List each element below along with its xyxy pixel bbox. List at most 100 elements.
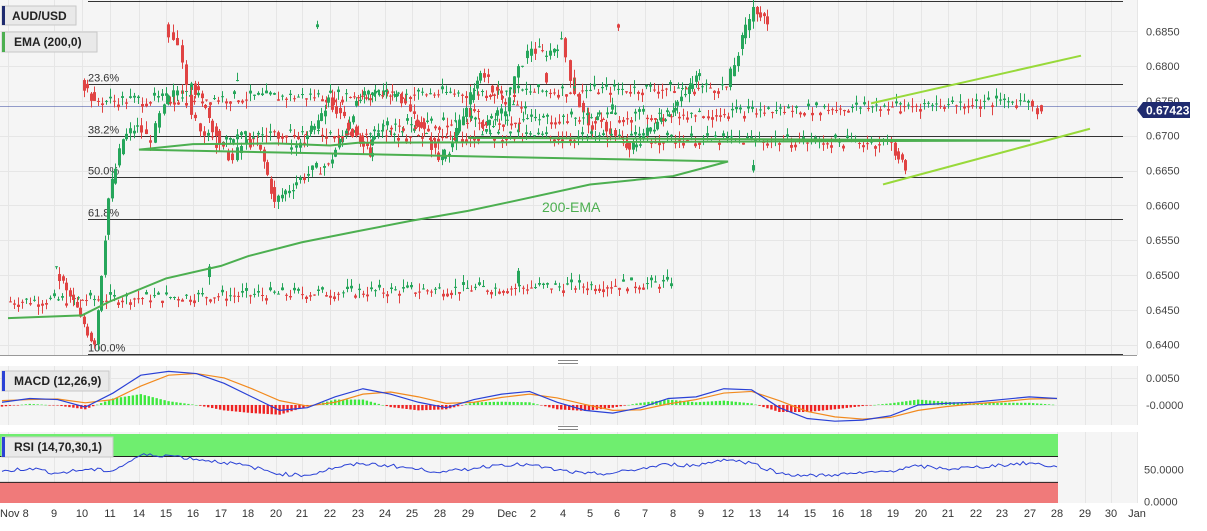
channel-lower-trendline <box>882 127 1091 186</box>
candle-body <box>430 291 433 293</box>
candle-body <box>85 300 88 302</box>
candle-body <box>285 98 288 100</box>
candle-body <box>371 92 374 96</box>
macd-histogram-bar <box>690 401 694 405</box>
candle-body <box>365 97 368 99</box>
macd-resize-handle[interactable] <box>558 360 578 364</box>
candle-body <box>113 100 116 102</box>
candle-body <box>257 291 260 293</box>
candle-body <box>353 130 356 132</box>
macd-histogram-bar <box>897 402 900 405</box>
macd-histogram-bar <box>552 404 555 409</box>
candle-body <box>630 133 633 136</box>
candle-body <box>109 292 112 295</box>
macd-histogram-bar <box>242 404 246 413</box>
x-tick-label: 18 <box>860 508 872 520</box>
candle-body <box>231 153 234 161</box>
candle-body <box>218 142 221 144</box>
candle-body <box>145 292 148 295</box>
macd-line <box>1 370 1058 422</box>
candle-body <box>217 296 220 298</box>
candle-body <box>516 104 519 106</box>
macd-histogram-bar <box>988 403 991 405</box>
candle-body <box>727 116 730 119</box>
macd-histogram-bar <box>909 400 912 405</box>
rsi-legend[interactable]: RSI (14,70,30,1) <box>1 436 114 458</box>
candle-body <box>538 119 541 121</box>
candle-body <box>517 270 520 284</box>
macd-histogram-bar <box>1035 403 1039 405</box>
macd-histogram-bar <box>889 403 892 405</box>
candle-body <box>273 291 276 293</box>
candle-body <box>213 297 216 299</box>
x-tick-label: 9 <box>51 508 57 520</box>
macd-legend[interactable]: MACD (12,26,9) <box>1 370 110 392</box>
rsi-resize-handle[interactable] <box>558 426 578 430</box>
macd-histogram-bar <box>195 404 198 406</box>
macd-histogram-bar <box>1008 402 1011 405</box>
macd-histogram-bar <box>556 404 559 410</box>
candle-body <box>349 96 352 98</box>
macd-histogram-bar <box>230 404 234 412</box>
candle-body <box>285 135 288 138</box>
candle-body <box>733 65 736 77</box>
candle-body <box>448 153 451 156</box>
macd-histogram-bar <box>631 404 634 405</box>
x-tick-label: 15 <box>804 508 816 520</box>
macd-histogram-bar <box>786 404 789 413</box>
candle-body <box>97 310 100 345</box>
x-tick-label: 22 <box>324 508 336 520</box>
candle-body <box>315 162 318 168</box>
candle-body <box>642 108 645 112</box>
candle-body <box>698 142 701 145</box>
candle-body <box>735 107 738 110</box>
candle-body <box>709 87 712 89</box>
macd-histogram-bar <box>1039 403 1043 405</box>
candle-body <box>537 132 540 135</box>
candle-body <box>722 133 725 136</box>
candle-body <box>366 142 369 146</box>
candle-body <box>259 144 262 150</box>
ema-legend[interactable]: EMA (200,0) <box>1 31 98 53</box>
macd-histogram-bar <box>238 404 242 412</box>
macd-histogram-bar <box>702 401 706 405</box>
candle-body <box>367 90 370 95</box>
candle-body <box>252 137 255 139</box>
macd-histogram-bar <box>381 404 384 406</box>
candle-body <box>233 91 236 95</box>
candle-body <box>342 292 345 294</box>
candle-body <box>513 76 516 94</box>
candle-body <box>711 117 714 120</box>
candle-body <box>386 121 389 126</box>
candle-body <box>405 93 408 95</box>
candle-body <box>610 133 613 136</box>
candle-body <box>215 143 218 148</box>
candle-body <box>897 151 900 160</box>
macd-histogram-bar <box>222 404 226 411</box>
candle-body <box>665 88 668 90</box>
candle-body <box>819 112 822 116</box>
macd-histogram-bar <box>199 404 202 406</box>
candle-body <box>642 287 645 290</box>
candle-body <box>879 109 882 111</box>
candle-body <box>476 80 479 89</box>
candle-body <box>218 130 221 143</box>
candle-body <box>534 116 537 119</box>
macd-histogram-bar <box>710 401 714 405</box>
candle-body <box>327 163 330 165</box>
candle-body <box>257 132 260 135</box>
candle-body <box>281 95 284 97</box>
macd-histogram-bar <box>667 399 670 405</box>
candle-body <box>706 133 709 136</box>
candle-body <box>253 293 256 295</box>
macd-histogram-bar <box>468 403 472 405</box>
candle-body <box>669 82 672 85</box>
macd-histogram-bar <box>877 404 880 406</box>
candle-body <box>193 300 196 304</box>
macd-histogram-bar <box>794 404 797 413</box>
candle-body <box>630 120 633 123</box>
candle-body <box>165 292 168 295</box>
symbol-legend[interactable]: AUD/USD <box>1 5 77 26</box>
candle-body <box>578 280 581 283</box>
candle-body <box>450 292 453 296</box>
